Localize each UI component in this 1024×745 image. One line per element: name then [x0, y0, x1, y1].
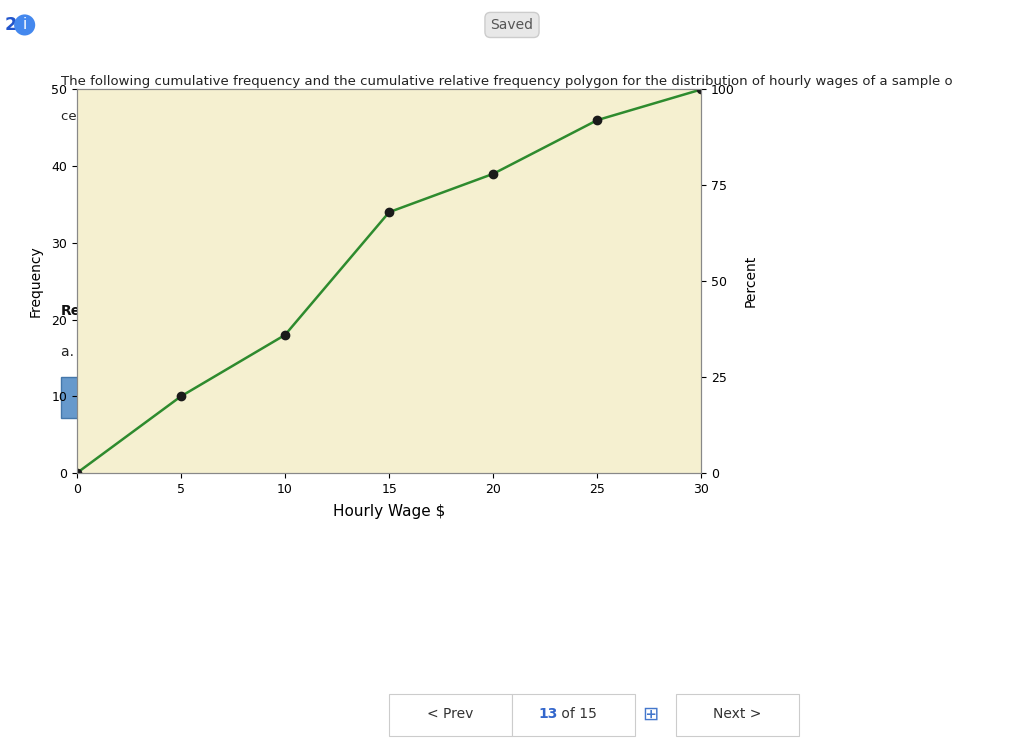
Text: Number of welders: Number of welders: [90, 391, 203, 404]
Text: 2: 2: [5, 16, 17, 34]
Text: i: i: [23, 17, 27, 33]
Text: certified welders in the Atlanta, Georgia, area is shown in the graph.: certified welders in the Atlanta, Georgi…: [61, 110, 518, 123]
FancyBboxPatch shape: [676, 694, 799, 736]
FancyBboxPatch shape: [231, 377, 318, 419]
Text: Required:: Required:: [61, 304, 137, 318]
FancyBboxPatch shape: [61, 377, 231, 419]
Text: Next >: Next >: [713, 707, 762, 721]
Text: ⊞: ⊞: [642, 705, 658, 723]
X-axis label: Hourly Wage $: Hourly Wage $: [333, 504, 445, 519]
FancyBboxPatch shape: [512, 694, 635, 736]
Text: of 15: of 15: [557, 707, 596, 721]
Text: The following cumulative frequency and the cumulative relative frequency polygon: The following cumulative frequency and t…: [61, 75, 952, 89]
Text: < Prev: < Prev: [427, 707, 474, 721]
Y-axis label: Frequency: Frequency: [29, 245, 43, 317]
Y-axis label: Percent: Percent: [743, 255, 758, 308]
Text: 13: 13: [539, 707, 557, 721]
FancyBboxPatch shape: [389, 694, 512, 736]
Text: a. How many welders were studied?: a. How many welders were studied?: [61, 346, 311, 359]
Text: Saved: Saved: [490, 18, 534, 32]
Text: 50: 50: [294, 391, 310, 404]
